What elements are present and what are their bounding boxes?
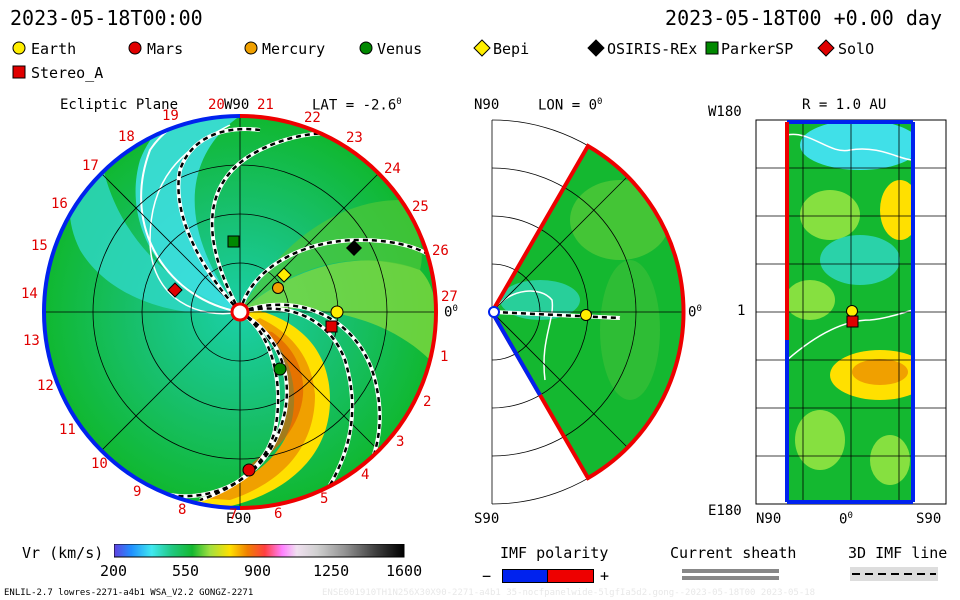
parkersp-marker-icon: [705, 41, 719, 55]
carrington-label: 24: [384, 161, 401, 177]
stereo-a-icon: [325, 320, 338, 333]
carrington-label: 2: [423, 394, 432, 410]
current-sheath-title: Current sheath: [670, 544, 797, 562]
carrington-label: 17: [82, 158, 99, 174]
carrington-label: 25: [412, 199, 429, 215]
meridional-lon-label: LON = 00: [538, 97, 603, 114]
mercury-icon: [272, 282, 284, 294]
bepi-marker-icon: [473, 39, 491, 57]
imf-polarity-negative: [502, 569, 549, 583]
imf-minus: −: [482, 567, 492, 585]
carrington-label: 7: [229, 507, 238, 523]
osiris-rex-marker-icon: [587, 39, 605, 57]
carrington-label: 5: [320, 491, 329, 507]
carrington-label: 22: [304, 110, 321, 126]
current-sheath-line: [682, 576, 779, 580]
carrington-label: 16: [51, 196, 68, 212]
carrington-label: 13: [23, 333, 40, 349]
imf-line-title: 3D IMF line: [848, 544, 948, 562]
carrington-label: 18: [118, 129, 135, 145]
mars-marker-icon: [128, 41, 142, 55]
sun-icon: [230, 302, 250, 322]
colorbar-tick: 900: [244, 562, 272, 580]
earth-meridional-icon: [580, 309, 592, 321]
imf-plus: +: [600, 567, 610, 585]
carrington-label: 21: [257, 97, 274, 113]
carrington-label: 1: [440, 349, 449, 365]
current-sheath-line: [682, 569, 779, 573]
carrington-label: 19: [162, 108, 179, 124]
colorbar-tick: 1250: [313, 562, 350, 580]
carrington-label: 23: [346, 130, 363, 146]
ecliptic-lat-label: LAT = -2.60: [312, 97, 402, 114]
radial-bottom-left: E180: [708, 503, 742, 519]
radial-r-label: R = 1.0 AU: [802, 97, 887, 113]
legend-stereo-a: Stereo_A: [31, 64, 104, 82]
legend-osiris-rex: OSIRIS-REx: [607, 40, 698, 58]
carrington-label: 8: [178, 502, 187, 518]
colorbar: [114, 544, 405, 558]
ecliptic-right-label: 00: [444, 304, 458, 321]
carrington-label: 14: [21, 286, 38, 302]
footer-left: ENLIL-2.7 lowres-2271-a4b1 WSA_V2.2 GONG…: [4, 588, 254, 598]
imf-polarity-positive: [547, 569, 594, 583]
osiris-rex-icon: [346, 240, 362, 256]
ecliptic-bottom-label: E90: [226, 511, 252, 527]
meridional-bottom-label: S90: [474, 511, 500, 527]
bepi-icon: [276, 267, 292, 283]
colorbar-tick: 1600: [386, 562, 423, 580]
stereo-a-marker-icon: [12, 65, 26, 79]
ecliptic-title: Ecliptic Plane: [60, 97, 179, 113]
carrington-label: 11: [59, 422, 76, 438]
radial-top-left: W180: [708, 104, 742, 120]
imf-line-sample: [850, 567, 938, 581]
colorbar-tick: 550: [172, 562, 200, 580]
carrington-label: 6: [274, 506, 283, 522]
meridional-right-label: 00: [688, 304, 702, 321]
legend-bepi: Bepi: [493, 40, 530, 58]
earth-marker-icon: [12, 41, 26, 55]
colorbar-tick: 200: [100, 562, 128, 580]
ecliptic-top-label: W90: [224, 97, 250, 113]
carrington-label: 26: [432, 243, 449, 259]
legend-markers: [12, 39, 835, 79]
imf-polarity-title: IMF polarity: [500, 544, 609, 562]
carrington-label: 9: [133, 484, 142, 500]
footer-right: ENSE001910TH1N256X30X90-2271-a4b1 35-noc…: [322, 588, 816, 598]
solo-icon: [167, 282, 183, 298]
carrington-label: 27: [441, 289, 458, 305]
mars-icon: [242, 463, 256, 477]
earth-radial-icon: [846, 305, 858, 317]
radial-bottom-s: S90: [916, 511, 942, 527]
radial-bottom-n: N90: [756, 511, 782, 527]
carrington-label: 15: [31, 238, 48, 254]
meridional-top-label: N90: [474, 97, 500, 113]
date-right: 2023-05-18T00 +0.00 day: [665, 6, 942, 30]
earth-icon: [330, 305, 344, 319]
legend-mercury: Mercury: [262, 40, 326, 58]
colorbar-label: Vr (km/s): [22, 544, 104, 562]
legend-parkersp: ParkerSP: [721, 40, 794, 58]
mercury-marker-icon: [244, 41, 258, 55]
date-left: 2023-05-18T00:00: [10, 6, 203, 30]
radial-mid-left: 1: [737, 303, 746, 319]
carrington-label: 3: [396, 434, 405, 450]
venus-marker-icon: [359, 41, 373, 55]
carrington-label: 10: [91, 456, 108, 472]
stereo-a-radial-icon: [846, 315, 859, 328]
carrington-label: 4: [361, 467, 370, 483]
carrington-label: 12: [37, 378, 54, 394]
parkersp-icon: [227, 235, 240, 248]
legend-earth: Earth: [31, 40, 77, 58]
carrington-label: 20: [208, 97, 225, 113]
solo-marker-icon: [817, 39, 835, 57]
legend-mars: Mars: [147, 40, 184, 58]
legend-solo: SolO: [838, 40, 875, 58]
legend-venus: Venus: [377, 40, 423, 58]
venus-icon: [273, 362, 287, 376]
radial-bottom-mid: 00: [839, 511, 853, 528]
